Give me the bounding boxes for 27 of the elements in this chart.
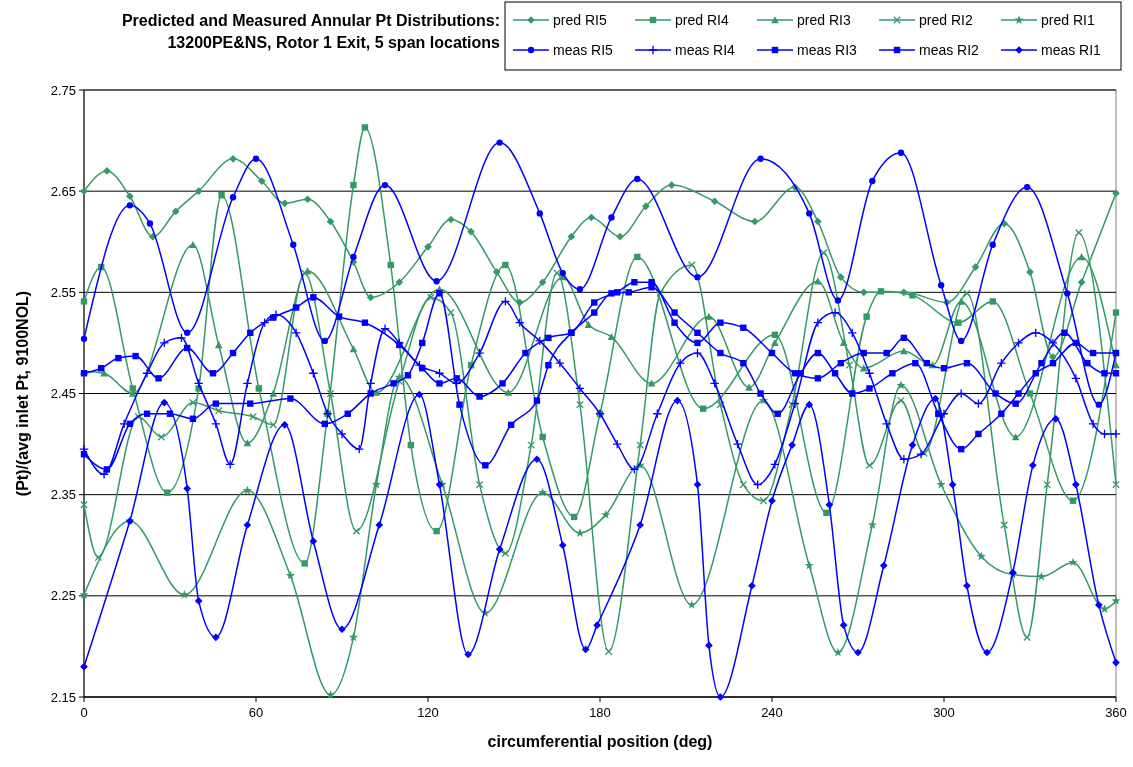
x-tick-label: 300 bbox=[933, 705, 955, 720]
legend-label: meas RI2 bbox=[919, 41, 980, 58]
y-tick-label: 2.75 bbox=[50, 82, 76, 98]
x-tick-label: 60 bbox=[248, 705, 264, 720]
x-tick-label: 180 bbox=[589, 705, 611, 720]
y-tick-label: 2.15 bbox=[50, 689, 76, 705]
legend-label: meas RI3 bbox=[797, 41, 858, 58]
legend-label: pred RI5 bbox=[553, 11, 607, 28]
x-tick-label: 360 bbox=[1105, 705, 1127, 720]
y-tick-label: 2.45 bbox=[50, 386, 76, 402]
x-tick-label: 0 bbox=[80, 705, 88, 720]
y-tick-label: 2.55 bbox=[50, 284, 76, 300]
y-tick-label: 2.25 bbox=[50, 588, 76, 604]
legend-label: meas RI4 bbox=[675, 41, 736, 58]
x-tick-label: 240 bbox=[761, 705, 783, 720]
x-tick-label: 120 bbox=[417, 705, 439, 720]
legend-label: pred RI2 bbox=[919, 11, 973, 28]
x-axis-title: circumferential position (deg) bbox=[487, 733, 713, 750]
legend-label: pred RI4 bbox=[675, 11, 729, 28]
legend-label: meas RI5 bbox=[553, 41, 614, 58]
legend-label: pred RI1 bbox=[1041, 11, 1095, 28]
legend-label: pred RI3 bbox=[797, 11, 851, 28]
y-tick-label: 2.35 bbox=[50, 487, 76, 503]
chart-title: Predicted and Measured Annular Pt Distributions: 13200PE&NS, Rotor 1 Exit, 5 span locations bbox=[121, 12, 501, 51]
legend-label: meas RI1 bbox=[1041, 41, 1102, 58]
y-tick-label: 2.65 bbox=[50, 183, 76, 199]
y-axis-title: (Pt)/(avg inlet Pt, 9100NOL) bbox=[14, 290, 31, 497]
